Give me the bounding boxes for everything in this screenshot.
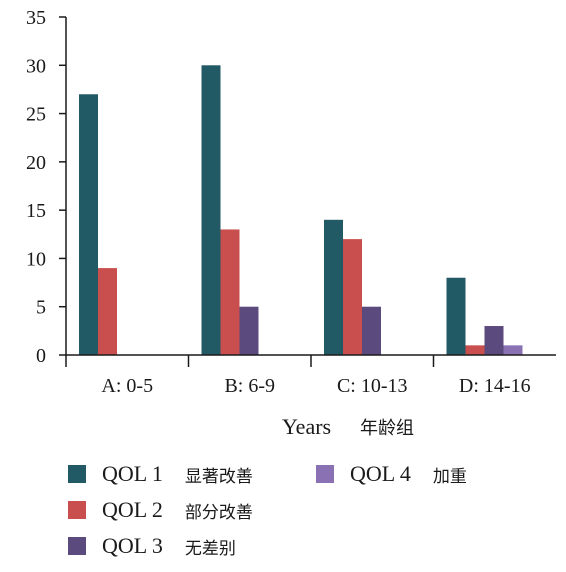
legend-item-qol1: QOL 1 显著改善 — [68, 461, 253, 487]
legend-swatch-qol2 — [68, 501, 86, 519]
legend: QOL 1 显著改善 QOL 2 部分改善 QOL 3 无差别 QOL 4 加重 — [0, 455, 566, 572]
bar-qol3-cat2 — [362, 306, 381, 355]
bars — [79, 65, 523, 356]
legend-label-qol2: QOL 2 — [102, 497, 163, 522]
bar-qol1-cat3 — [446, 277, 466, 355]
x-tick-label: A: 0-5 — [101, 375, 153, 397]
bar-qol2-cat0 — [98, 268, 117, 355]
legend-item-qol3: QOL 3 无差别 — [68, 533, 236, 559]
legend-item-qol2: QOL 2 部分改善 — [68, 497, 253, 523]
y-tick-label: 5 — [36, 297, 46, 319]
legend-label-qol1-chinese: 显著改善 — [184, 466, 253, 487]
x-tick-label: D: 14-16 — [459, 375, 531, 397]
x-axis-ticks: A: 0-5 B: 6-9 C: 10-13 D: 14-16 — [65, 355, 531, 397]
x-axis-label-chinese: 年龄组 — [360, 418, 414, 439]
x-tick-label: C: 10-13 — [337, 375, 408, 397]
x-axis-title: Years 年龄组 — [282, 414, 414, 439]
legend-label-qol1: QOL 1 — [102, 461, 163, 486]
bar-qol1-cat0 — [79, 94, 98, 355]
bar-chart: 0 5 10 15 20 25 30 35 A: 0-5 B: 6-9 C: 10-13 D: 14… — [26, 7, 556, 397]
bar-qol3-cat1 — [239, 306, 259, 355]
bar-qol4-cat3 — [503, 345, 523, 355]
legend-label-qol2-chinese: 部分改善 — [184, 502, 253, 523]
y-tick-label: 30 — [26, 55, 46, 77]
legend-label-qol3: QOL 3 — [102, 533, 163, 558]
bar-qol3-cat3 — [484, 326, 504, 355]
legend-label-qol4-chinese: 加重 — [432, 466, 467, 487]
legend-item-qol4: QOL 4 加重 — [316, 461, 467, 487]
y-tick-label: 15 — [26, 200, 46, 222]
bar-qol1-cat2 — [324, 219, 343, 355]
bar-qol1-cat1 — [201, 65, 221, 356]
bar-qol2-cat1 — [220, 229, 240, 355]
y-tick-label: 25 — [26, 104, 46, 126]
legend-swatch-qol1 — [68, 465, 86, 483]
legend-swatch-qol3 — [68, 537, 86, 555]
bar-qol2-cat2 — [343, 239, 362, 355]
x-axis-label: Years — [282, 414, 331, 439]
bar-qol2-cat3 — [465, 345, 485, 355]
legend-label-qol4: QOL 4 — [350, 461, 411, 486]
y-tick-label: 10 — [26, 248, 46, 270]
legend-swatch-qol4 — [316, 465, 334, 483]
y-tick-label: 35 — [26, 7, 46, 29]
legend-label-qol3-chinese: 无差别 — [184, 538, 236, 559]
y-axis-ticks: 0 5 10 15 20 25 30 35 — [26, 7, 66, 367]
x-tick-label: B: 6-9 — [224, 375, 275, 397]
y-tick-label: 0 — [36, 345, 46, 367]
y-tick-label: 20 — [26, 152, 46, 174]
